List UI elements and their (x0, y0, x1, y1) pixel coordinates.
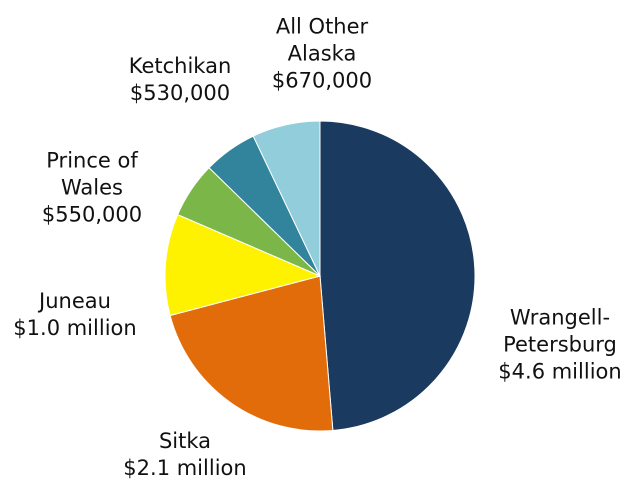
category-label: Wrangell-Petersburg (503, 305, 617, 357)
value-label: $530,000 (129, 81, 231, 105)
slice-label: Juneau $1.0 million (0, 288, 155, 342)
value-label: $1.0 million (13, 316, 137, 340)
pie-slice (252, 120, 321, 277)
category-label: All Other Alaska (275, 14, 369, 66)
category-label: Prince of Wales (46, 148, 138, 200)
value-label: $4.6 million (498, 359, 622, 384)
pie-slice (169, 275, 334, 432)
value-label: $550,000 (41, 202, 143, 227)
slice-label: Prince of Wales $550,000 (35, 148, 150, 229)
slice-label: All Other Alaska $670,000 (260, 14, 385, 95)
category-label: Sitka (158, 429, 212, 453)
slice-label: Ketchikan $530,000 (115, 53, 245, 107)
category-label: Juneau (39, 289, 111, 313)
pie-slice (319, 120, 476, 432)
slice-label: Sitka $2.1 million (105, 428, 265, 482)
slice-label: Wrangell-Petersburg $4.6 million (485, 305, 632, 386)
value-label: $2.1 million (123, 456, 247, 480)
category-label: Ketchikan (128, 54, 232, 78)
pie-slice (164, 213, 322, 317)
value-label: $670,000 (271, 68, 373, 93)
